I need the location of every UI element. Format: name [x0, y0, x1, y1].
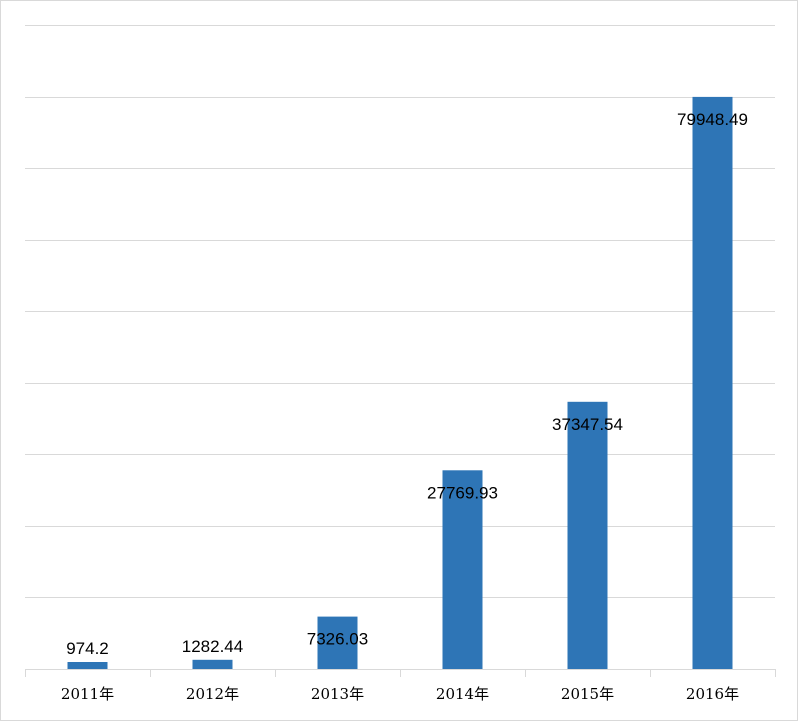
x-axis-label: 2015年 [561, 685, 614, 703]
x-axis-labels: 2011年 2012年 2013年 2014年 2015年 2016年 [61, 685, 739, 703]
data-label: 37347.54 [552, 415, 623, 434]
x-axis-label: 2013年 [311, 685, 364, 703]
bar-2016年 [692, 96, 733, 669]
x-axis-label: 2012年 [186, 685, 239, 703]
x-axis-label: 2014年 [436, 685, 489, 703]
bars [67, 96, 733, 669]
data-label: 7326.03 [307, 630, 368, 649]
data-label: 1282.44 [182, 637, 243, 656]
data-labels: 974.2 1282.44 7326.03 27769.93 37347.54 79948… [66, 110, 748, 658]
bar-2013年 [317, 616, 358, 669]
x-axis-label: 2016年 [686, 685, 739, 703]
bar-2014年 [442, 470, 483, 669]
x-axis-label: 2011年 [61, 685, 114, 703]
data-label: 974.2 [66, 639, 109, 658]
data-label: 79948.49 [677, 110, 748, 129]
bar-2015年 [567, 401, 608, 669]
bar-2011年 [67, 662, 108, 669]
bar-2012年 [192, 659, 233, 669]
data-label: 27769.93 [427, 483, 498, 502]
gridlines [25, 25, 775, 598]
x-axis [25, 669, 776, 677]
